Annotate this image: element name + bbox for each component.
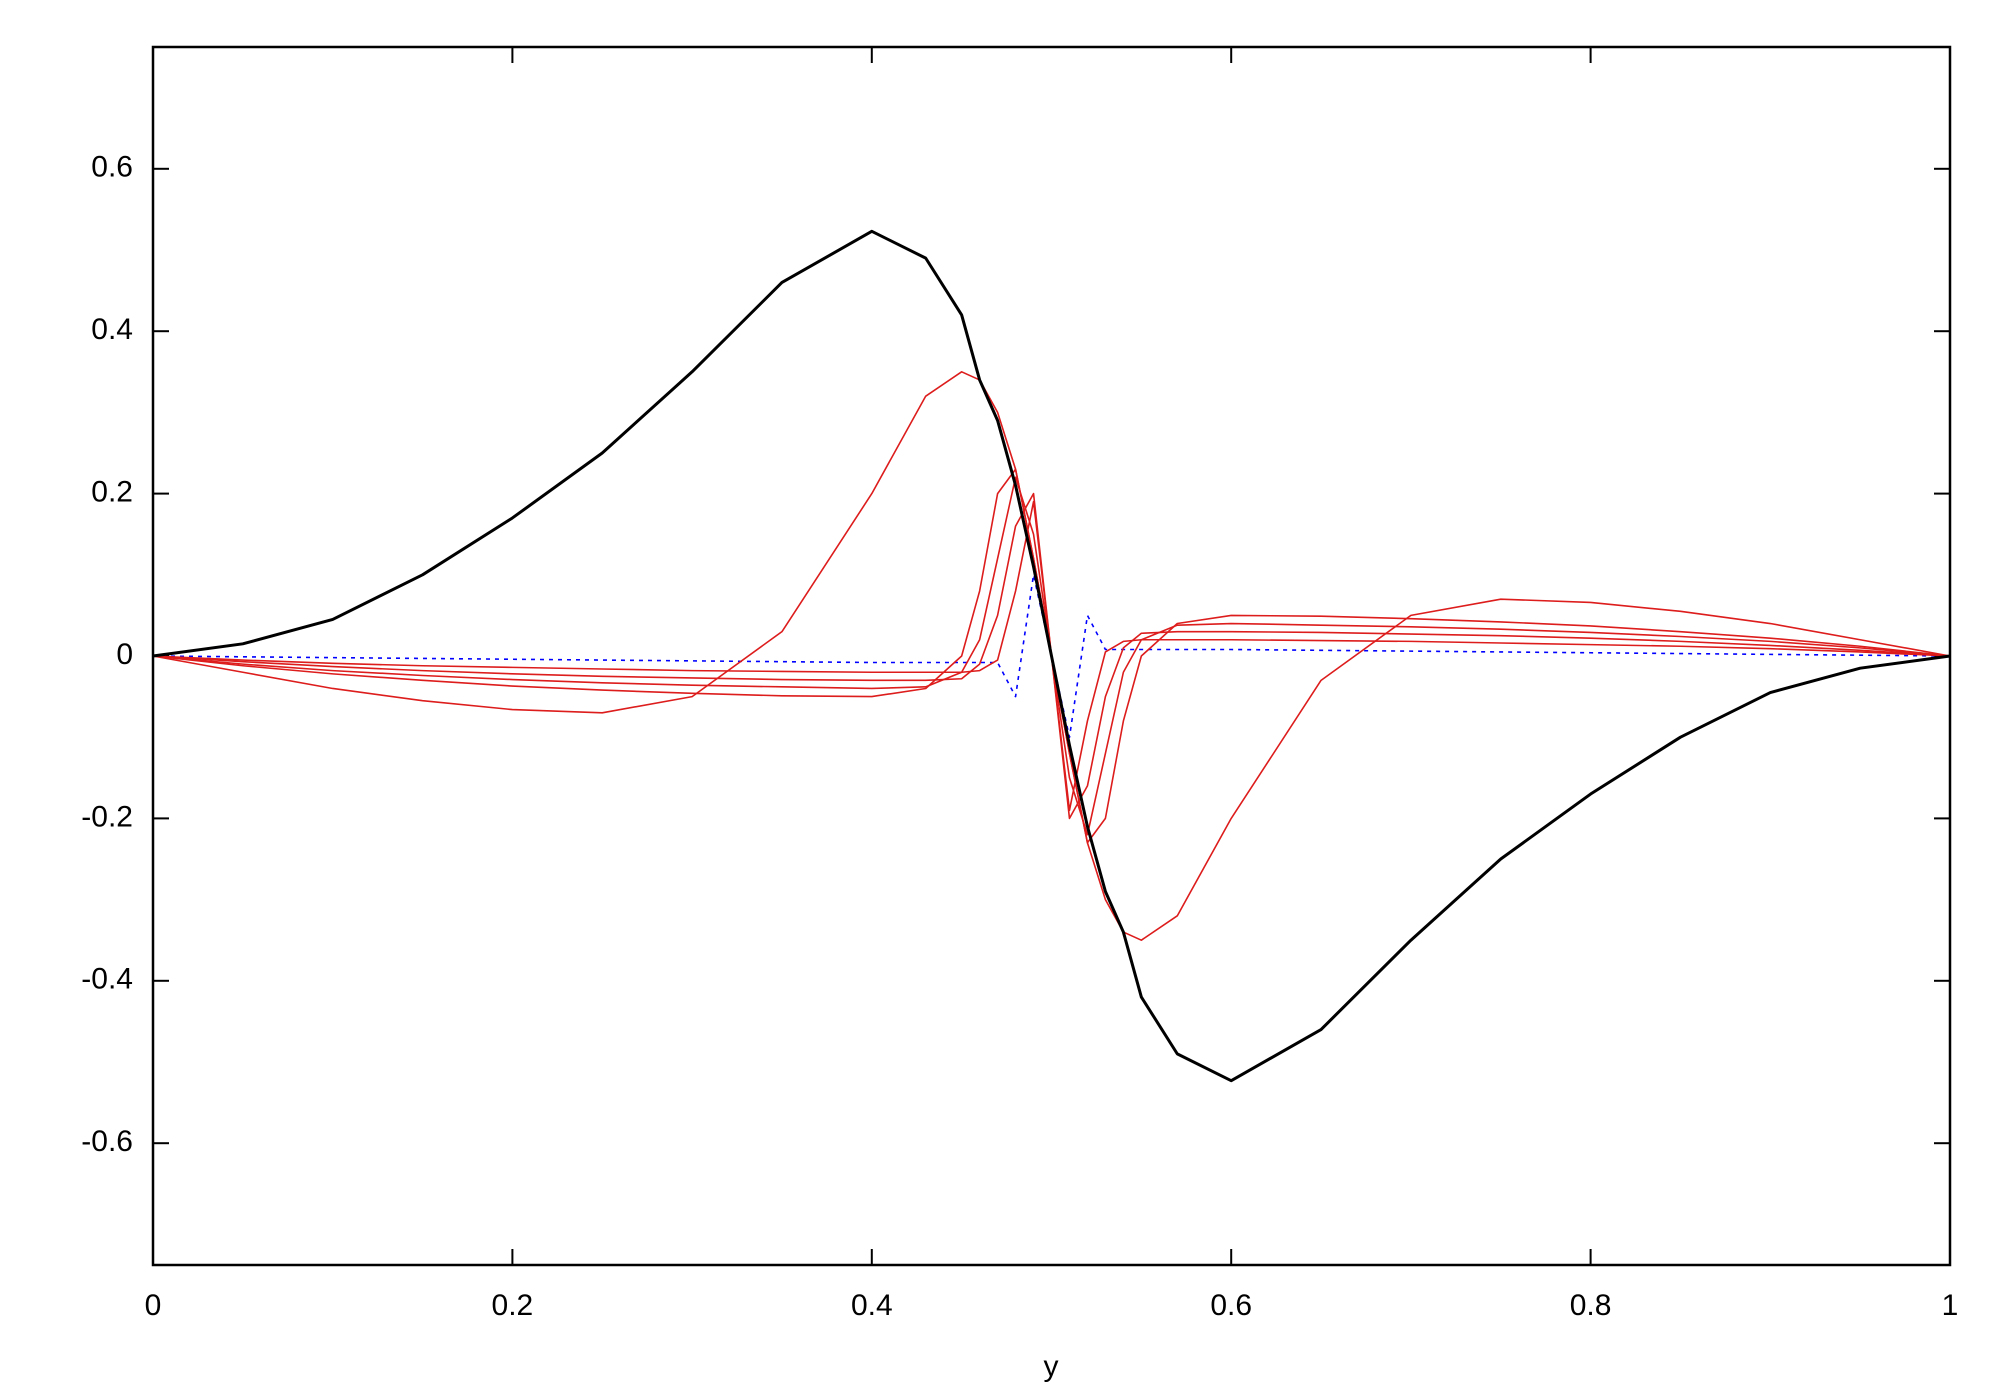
series-line — [152, 229, 1951, 1083]
x-tick-label: 0.6 — [1210, 1289, 1252, 1322]
plot-frame — [151, 45, 1952, 1267]
y-tick-label: 0 — [116, 638, 133, 671]
x-tick-label: 0.8 — [1570, 1289, 1612, 1322]
x-tick-label: 0.2 — [492, 1289, 534, 1322]
y-tick-label: 0.2 — [91, 476, 133, 509]
x-axis-label: y — [1044, 1350, 1059, 1383]
y-tick-label: -0.2 — [81, 800, 133, 833]
y-tick-label: 0.6 — [91, 151, 133, 184]
y-tick-label: 0.4 — [91, 313, 133, 346]
x-tick-label: 0 — [145, 1289, 162, 1322]
y-tick-label: -0.6 — [81, 1125, 133, 1158]
x-tick-label: 1 — [1942, 1289, 1959, 1322]
x-tick-label: 0.4 — [851, 1289, 893, 1322]
y-tick-label: -0.4 — [81, 963, 133, 996]
